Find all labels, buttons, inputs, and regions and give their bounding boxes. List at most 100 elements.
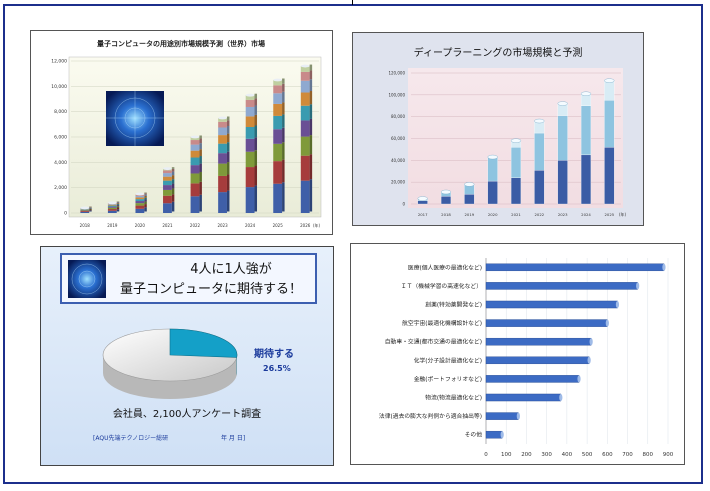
bar-segment-side bbox=[171, 179, 175, 184]
bar-segment-side bbox=[171, 171, 175, 176]
bar-segment bbox=[80, 211, 90, 212]
bar-segment-side bbox=[116, 205, 120, 207]
bar-segment bbox=[190, 144, 200, 151]
bar-segment bbox=[190, 196, 200, 213]
y-tick-label: 6,000 bbox=[54, 135, 67, 141]
y-tick-label: 2,000 bbox=[54, 185, 67, 191]
bar-segment bbox=[107, 205, 117, 207]
y-tick-label: 0 bbox=[402, 202, 405, 207]
bar-segment bbox=[163, 189, 172, 196]
bar-segment-side bbox=[282, 182, 285, 212]
x-tick-label: 2022 bbox=[534, 212, 544, 217]
bar-segment-side bbox=[254, 114, 258, 126]
x-tick-label: 700 bbox=[622, 452, 633, 458]
bar-segment bbox=[218, 143, 227, 154]
bar-segment-side bbox=[144, 201, 147, 205]
bar-segment-side bbox=[199, 163, 202, 172]
bar-segment-side bbox=[171, 175, 175, 180]
bar-cap bbox=[534, 118, 545, 124]
bar-segment bbox=[190, 173, 200, 184]
bar-segment-side bbox=[226, 151, 230, 163]
bar-segment bbox=[557, 160, 568, 205]
bar-segment-side bbox=[116, 206, 120, 208]
y-tick-label: 120,000 bbox=[388, 71, 405, 76]
bar-cap bbox=[163, 167, 172, 171]
x-tick-label: 2024 bbox=[581, 212, 591, 217]
bar-segment bbox=[163, 173, 172, 177]
x-tick-label: 300 bbox=[541, 452, 552, 458]
deep-learning-chart-panel: ディープラーニングの市場規模と予測 0 20,000 40,000 60,000 80,… bbox=[352, 32, 644, 226]
x-tick-label: 2018 bbox=[441, 212, 451, 217]
bar bbox=[485, 337, 592, 346]
bar-segment bbox=[245, 127, 255, 139]
bar-segment-side bbox=[89, 210, 92, 212]
bar bbox=[485, 356, 590, 365]
top-divider bbox=[352, 0, 353, 5]
bar-segment bbox=[604, 80, 615, 101]
bar-segment bbox=[218, 118, 227, 122]
bar-cap bbox=[636, 282, 640, 290]
bar-segment bbox=[107, 206, 117, 208]
bar-segment-side bbox=[89, 207, 92, 209]
bar-segment bbox=[580, 105, 592, 156]
bar-segment-side bbox=[282, 127, 285, 143]
category-label: 航空宇宙(最適化機構設計など) bbox=[402, 319, 482, 327]
bar-segment bbox=[273, 129, 283, 144]
x-tick-label: 900 bbox=[663, 452, 674, 458]
x-tick-label: 2023 bbox=[558, 212, 568, 217]
bar-segment-side bbox=[171, 183, 175, 189]
x-tick-label: 2019 bbox=[107, 223, 118, 228]
bar-cap bbox=[417, 196, 428, 201]
bar-segment-side bbox=[254, 137, 258, 151]
y-tick-label: 8,000 bbox=[54, 109, 67, 115]
bar bbox=[485, 319, 608, 327]
bar-segment-side bbox=[309, 154, 313, 180]
bar-segment-side bbox=[89, 209, 92, 211]
bar-segment bbox=[163, 176, 172, 181]
bar-segment-side bbox=[89, 208, 92, 209]
bar-cap bbox=[487, 154, 498, 160]
bar-segment bbox=[245, 106, 255, 117]
bar-segment bbox=[245, 138, 255, 152]
bar-segment bbox=[510, 147, 522, 178]
bar-segment bbox=[107, 210, 117, 213]
bar-segment bbox=[163, 185, 172, 190]
x-tick-label: 500 bbox=[582, 452, 593, 458]
bar-cap bbox=[190, 135, 200, 139]
x-tick-label: 2025 bbox=[604, 212, 614, 217]
survey-footnote: 会社員、2,100人アンケート調査 bbox=[113, 407, 261, 420]
x-unit-label: (年) bbox=[619, 211, 627, 217]
y-tick-label: 4,000 bbox=[54, 160, 67, 166]
bar-segment-side bbox=[309, 70, 313, 80]
bar bbox=[485, 393, 562, 402]
source-suffix: 年 月 日] bbox=[221, 434, 245, 442]
bar-segment bbox=[163, 195, 172, 204]
bar-segment bbox=[135, 199, 145, 202]
bar-segment bbox=[300, 92, 310, 106]
bar-cap bbox=[273, 78, 283, 82]
bar-segment-side bbox=[226, 142, 230, 152]
bar-segment-side bbox=[282, 91, 285, 103]
bar-segment bbox=[300, 120, 310, 137]
category-label: 創薬(特効薬開発など) bbox=[425, 301, 482, 309]
bar-cap bbox=[464, 182, 475, 187]
bar-segment bbox=[440, 196, 452, 205]
bar-segment bbox=[580, 154, 592, 205]
bar-segment bbox=[218, 192, 227, 213]
bar-segment-side bbox=[144, 197, 147, 200]
bar-segment-side bbox=[171, 168, 175, 172]
x-tick-label: 100 bbox=[501, 452, 512, 458]
bar-cap bbox=[604, 78, 615, 83]
bar-segment-side bbox=[309, 79, 313, 92]
bar-segment bbox=[107, 204, 117, 206]
bar-segment-side bbox=[116, 207, 120, 210]
bar-segment-side bbox=[254, 125, 258, 138]
bar-segment bbox=[273, 183, 283, 213]
chart-title: 量子コンピュータの用途別市場規模予測（世界）市場 bbox=[97, 39, 265, 48]
bar-segment bbox=[107, 209, 117, 211]
bar-segment-side bbox=[199, 156, 202, 164]
bar-segment bbox=[487, 156, 498, 182]
bar-segment-side bbox=[171, 201, 175, 212]
bar-cap bbox=[135, 192, 145, 196]
bar-segment-side bbox=[226, 190, 230, 212]
